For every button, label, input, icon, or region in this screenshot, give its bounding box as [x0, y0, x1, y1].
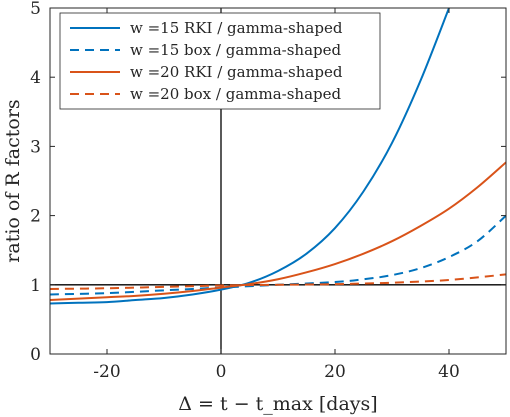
- legend-label-4: w =20 box / gamma-shaped: [130, 85, 341, 103]
- series-line-4: [50, 273, 506, 290]
- legend-label-2: w =15 box / gamma-shaped: [130, 41, 341, 59]
- y-tick-label: 3: [30, 137, 41, 157]
- y-tick-label: 5: [30, 0, 41, 19]
- y-tick-label: 4: [30, 68, 41, 88]
- axes: -20 0 20 40 0 1 2 3 4 5: [30, 0, 507, 382]
- legend: w =15 RKI / gamma-shaped w =15 box / gamm…: [59, 12, 381, 110]
- x-axis-label: Δ = t − t_max [days]: [178, 393, 377, 415]
- series-line-3: [50, 161, 506, 302]
- legend-label-3: w =20 RKI / gamma-shaped: [130, 63, 343, 81]
- series-line-1: [50, 8, 450, 305]
- y-axis-label: ratio of R factors: [2, 99, 24, 262]
- x-tick-label: 0: [216, 362, 227, 382]
- y-tick-label: 2: [30, 207, 41, 227]
- y-tick-label: 0: [30, 345, 41, 365]
- x-tick-label: 40: [438, 362, 460, 382]
- series-line-2: [50, 214, 506, 296]
- x-tick-label: 20: [324, 362, 346, 382]
- y-tick-label: 1: [30, 276, 41, 296]
- series-lines: [50, 8, 506, 305]
- legend-label-1: w =15 RKI / gamma-shaped: [130, 19, 343, 37]
- axes-frame: [49, 7, 507, 355]
- x-tick-label: -20: [93, 362, 120, 382]
